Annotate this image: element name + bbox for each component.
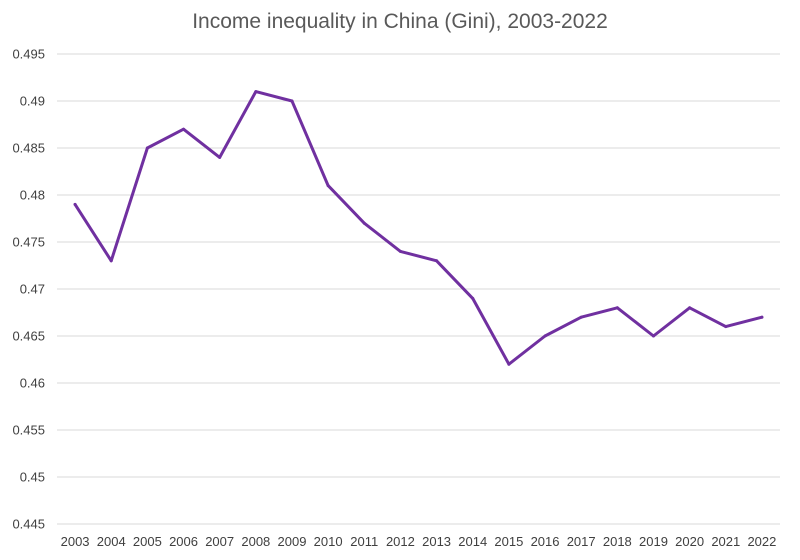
y-tick-label: 0.49: [20, 94, 45, 109]
x-tick-label: 2018: [603, 534, 632, 549]
x-tick-label: 2009: [278, 534, 307, 549]
data-point-2013: [435, 259, 439, 263]
x-axis-ticks: 2003 2004 2005 2006 2007 2008 2009 2010 2011 2012…: [61, 534, 777, 549]
data-point-2015: [507, 362, 511, 366]
data-point-2022: [760, 315, 764, 319]
y-axis-ticks: 0.445 0.45 0.455 0.46 0.465 0.47 0.475 0.48 0.48…: [12, 47, 45, 532]
x-tick-label: 2006: [169, 534, 198, 549]
data-point-2012: [398, 249, 402, 253]
x-tick-label: 2014: [458, 534, 487, 549]
x-tick-label: 2015: [494, 534, 523, 549]
x-tick-label: 2022: [747, 534, 776, 549]
data-point-2004: [109, 259, 113, 263]
y-tick-label: 0.455: [12, 423, 45, 438]
data-point-2019: [651, 334, 655, 338]
data-point-2011: [362, 221, 366, 225]
data-point-2008: [254, 90, 258, 94]
data-point-2021: [724, 325, 728, 329]
data-point-2010: [326, 184, 330, 188]
x-tick-label: 2010: [314, 534, 343, 549]
x-tick-label: 2020: [675, 534, 704, 549]
y-tick-label: 0.485: [12, 141, 45, 156]
x-tick-label: 2019: [639, 534, 668, 549]
y-tick-label: 0.48: [20, 188, 45, 203]
data-point-2005: [145, 146, 149, 150]
y-tick-label: 0.445: [12, 517, 45, 532]
x-tick-label: 2012: [386, 534, 415, 549]
x-tick-label: 2013: [422, 534, 451, 549]
data-point-2009: [290, 99, 294, 103]
data-point-2020: [688, 306, 692, 310]
series-line-0: [73, 90, 764, 366]
x-tick-label: 2007: [205, 534, 234, 549]
x-tick-label: 2021: [711, 534, 740, 549]
series-layer: [73, 90, 764, 366]
x-tick-label: 2017: [567, 534, 596, 549]
data-point-2017: [579, 315, 583, 319]
y-tick-label: 0.46: [20, 376, 45, 391]
x-tick-label: 2004: [97, 534, 126, 549]
y-tick-label: 0.45: [20, 470, 45, 485]
x-tick-label: 2008: [241, 534, 270, 549]
chart-title: Income inequality in China (Gini), 2003-…: [192, 10, 608, 33]
y-tick-label: 0.495: [12, 47, 45, 62]
data-point-2006: [182, 127, 186, 131]
data-point-2018: [615, 306, 619, 310]
x-tick-label: 2003: [61, 534, 90, 549]
data-point-2003: [73, 202, 77, 206]
y-tick-label: 0.465: [12, 329, 45, 344]
data-point-2014: [471, 296, 475, 300]
y-tick-label: 0.475: [12, 235, 45, 250]
x-tick-label: 2011: [350, 534, 378, 549]
x-tick-label: 2016: [531, 534, 560, 549]
x-tick-label: 2005: [133, 534, 162, 549]
gridlines: [57, 53, 780, 525]
data-point-2007: [218, 155, 222, 159]
y-tick-label: 0.47: [20, 282, 45, 297]
data-point-2016: [543, 334, 547, 338]
